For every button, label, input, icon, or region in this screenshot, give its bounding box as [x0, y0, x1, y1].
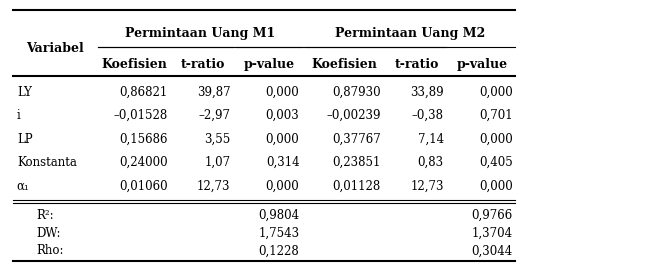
- Text: 0,15686: 0,15686: [119, 133, 167, 146]
- Text: R²:: R²:: [37, 209, 54, 222]
- Text: 0,23851: 0,23851: [333, 156, 381, 169]
- Text: 0,000: 0,000: [479, 180, 513, 193]
- Text: 0,1228: 0,1228: [258, 244, 300, 257]
- Text: 0,000: 0,000: [479, 133, 513, 146]
- Text: 0,86821: 0,86821: [119, 86, 167, 99]
- Text: LY: LY: [17, 86, 32, 99]
- Text: 0,01128: 0,01128: [333, 180, 381, 193]
- Text: Variabel: Variabel: [26, 43, 84, 56]
- Text: Permintaan Uang M1: Permintaan Uang M1: [125, 27, 275, 40]
- Text: –2,97: –2,97: [198, 109, 230, 122]
- Text: t-ratio: t-ratio: [181, 57, 225, 70]
- Text: 0,3044: 0,3044: [472, 244, 513, 257]
- Text: Rho:: Rho:: [37, 244, 64, 257]
- Text: p-value: p-value: [457, 57, 508, 70]
- Text: –0,00239: –0,00239: [326, 109, 381, 122]
- Text: 0,314: 0,314: [266, 156, 300, 169]
- Text: 0,9804: 0,9804: [258, 209, 300, 222]
- Text: 0,003: 0,003: [266, 109, 300, 122]
- Text: 39,87: 39,87: [197, 86, 230, 99]
- Text: 1,7543: 1,7543: [258, 227, 300, 240]
- Text: –0,38: –0,38: [412, 109, 444, 122]
- Text: DW:: DW:: [37, 227, 61, 240]
- Text: t-ratio: t-ratio: [394, 57, 439, 70]
- Text: 0,000: 0,000: [266, 180, 300, 193]
- Text: 1,3704: 1,3704: [472, 227, 513, 240]
- Text: Koefisien: Koefisien: [311, 57, 377, 70]
- Text: LP: LP: [17, 133, 33, 146]
- Text: 12,73: 12,73: [197, 180, 230, 193]
- Text: 0,000: 0,000: [266, 86, 300, 99]
- Text: Koefisien: Koefisien: [101, 57, 167, 70]
- Text: α₁: α₁: [17, 180, 29, 193]
- Text: 0,01060: 0,01060: [119, 180, 167, 193]
- Text: i: i: [17, 109, 20, 122]
- Text: 7,14: 7,14: [418, 133, 444, 146]
- Text: 0,24000: 0,24000: [119, 156, 167, 169]
- Text: 0,000: 0,000: [266, 133, 300, 146]
- Text: 1,07: 1,07: [204, 156, 230, 169]
- Text: 0,9766: 0,9766: [472, 209, 513, 222]
- Text: 12,73: 12,73: [410, 180, 444, 193]
- Text: Konstanta: Konstanta: [17, 156, 77, 169]
- Text: 0,701: 0,701: [479, 109, 513, 122]
- Text: 3,55: 3,55: [204, 133, 230, 146]
- Text: Permintaan Uang M2: Permintaan Uang M2: [335, 27, 485, 40]
- Text: 33,89: 33,89: [410, 86, 444, 99]
- Text: p-value: p-value: [243, 57, 294, 70]
- Text: 0,405: 0,405: [479, 156, 513, 169]
- Text: 0,000: 0,000: [479, 86, 513, 99]
- Text: 0,83: 0,83: [418, 156, 444, 169]
- Text: 0,87930: 0,87930: [332, 86, 381, 99]
- Text: 0,37767: 0,37767: [332, 133, 381, 146]
- Text: –0,01528: –0,01528: [113, 109, 167, 122]
